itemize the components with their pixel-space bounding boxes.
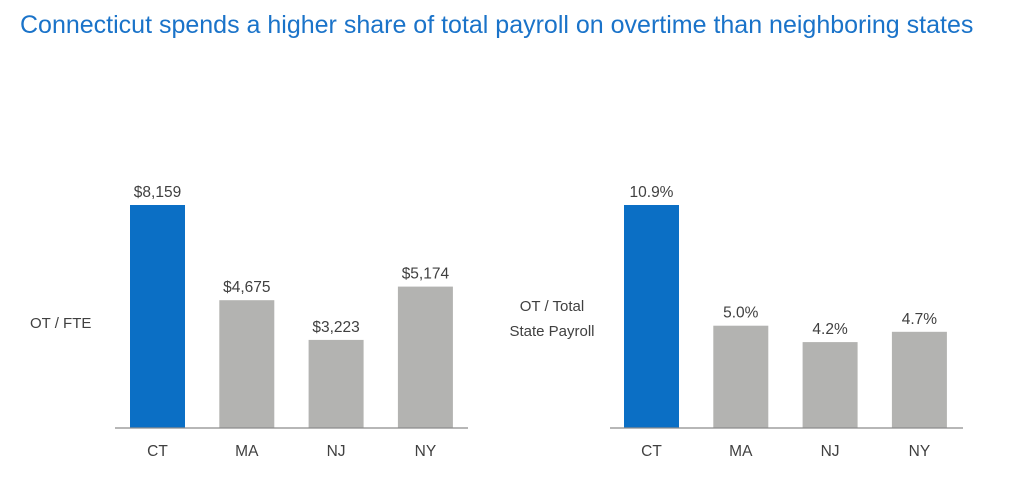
bar-ny	[891, 331, 947, 428]
value-label-ny: $5,174	[402, 266, 450, 283]
x-tick-label-nj: NJ	[821, 443, 840, 460]
y-axis-label: OT / Total State Payroll	[509, 298, 594, 340]
value-label-ct: $8,159	[134, 184, 181, 201]
value-label-ny: 4.7%	[902, 311, 938, 328]
value-label-ma: 5.0%	[723, 305, 759, 322]
page-title: Connecticut spends a higher share of tot…	[20, 11, 974, 39]
bar-nj	[802, 342, 858, 428]
bar-ny	[397, 286, 453, 428]
x-tick-label-ny: NY	[909, 443, 931, 460]
value-labels: $8,159 $4,675 $3,223 $5,174	[134, 184, 450, 336]
x-tick-labels: CT MA NJ NY	[147, 443, 436, 460]
x-tick-label-ny: NY	[415, 443, 437, 460]
bar-ma	[713, 325, 769, 428]
value-label-ct: 10.9%	[630, 184, 674, 201]
y-axis-label-line-1: OT / Total	[520, 298, 584, 315]
bars	[130, 205, 453, 428]
bars	[624, 205, 947, 428]
value-label-nj: $3,223	[312, 319, 359, 336]
x-tick-label-ma: MA	[729, 443, 753, 460]
value-label-nj: 4.2%	[812, 321, 848, 338]
bar-ct	[130, 205, 185, 428]
bar-ma	[219, 300, 275, 428]
value-labels: 10.9% 5.0% 4.2% 4.7%	[630, 184, 938, 338]
x-tick-label-ma: MA	[235, 443, 259, 460]
y-axis-label-line-2: State Payroll	[509, 323, 594, 340]
bar-ct	[624, 205, 679, 428]
value-label-ma: $4,675	[223, 279, 270, 296]
bar-nj	[308, 339, 364, 428]
x-tick-label-nj: NJ	[327, 443, 346, 460]
x-tick-label-ct: CT	[641, 443, 662, 460]
x-tick-labels: CT MA NJ NY	[641, 443, 930, 460]
y-axis-label: OT / FTE	[30, 315, 91, 332]
x-tick-label-ct: CT	[147, 443, 168, 460]
